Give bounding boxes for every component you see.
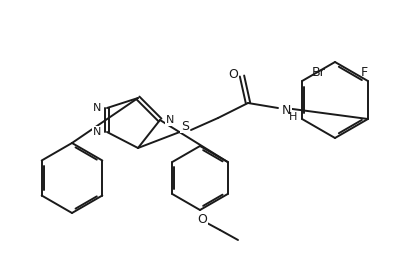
Text: N: N xyxy=(92,103,101,113)
Text: H: H xyxy=(288,112,297,122)
Text: N: N xyxy=(281,104,291,118)
Text: O: O xyxy=(227,68,237,80)
Text: N: N xyxy=(166,115,174,125)
Text: O: O xyxy=(197,214,207,227)
Text: Br: Br xyxy=(311,67,325,80)
Text: S: S xyxy=(180,120,189,133)
Text: F: F xyxy=(360,67,366,80)
Text: N: N xyxy=(92,127,101,137)
